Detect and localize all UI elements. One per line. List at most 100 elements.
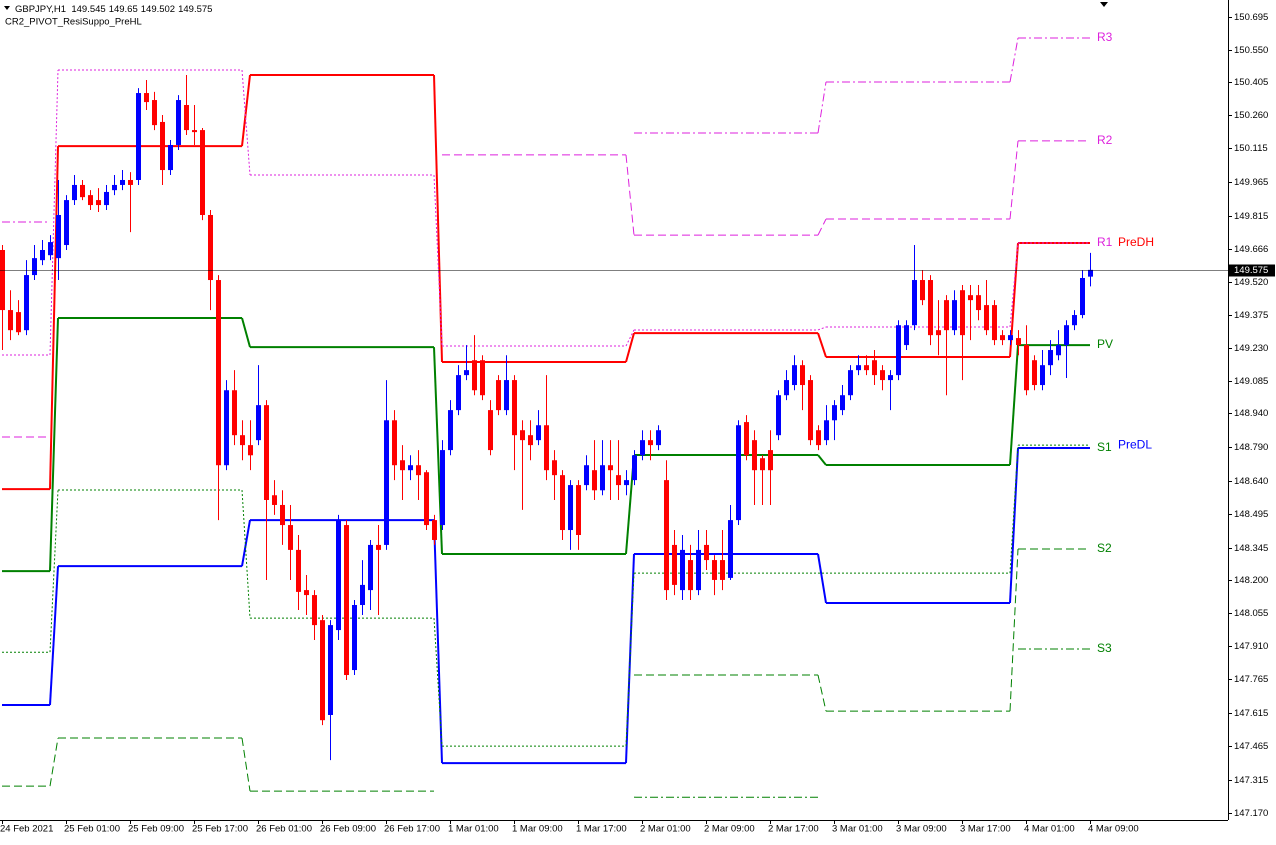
candle-body xyxy=(696,549,701,591)
candle-body xyxy=(688,560,693,591)
series-label-group: PreDL xyxy=(1118,437,1152,451)
candle-body xyxy=(8,310,13,331)
candle-body xyxy=(1040,365,1045,386)
candle-body xyxy=(912,280,917,326)
candle-body xyxy=(752,440,757,471)
candle-body xyxy=(32,258,37,276)
series-label-group: R3 xyxy=(1097,30,1113,44)
y-tick-label: 148.200 xyxy=(1234,575,1268,586)
candle-body xyxy=(1048,350,1053,366)
x-tick-label: 4 Mar 09:00 xyxy=(1088,824,1139,835)
candle-body xyxy=(24,275,29,331)
pivot-step xyxy=(1009,548,1019,712)
candle-body xyxy=(120,179,125,185)
y-tick-label: 150.260 xyxy=(1234,110,1268,121)
pivot-step xyxy=(817,553,827,604)
x-tick-label: 2 Mar 17:00 xyxy=(768,824,819,835)
series-label: R1 xyxy=(1097,235,1113,249)
candle-body xyxy=(264,405,269,500)
pivot-step xyxy=(625,573,635,747)
series-label-group: S3 xyxy=(1097,641,1112,655)
y-tick-label: 150.550 xyxy=(1234,45,1268,56)
candle-body xyxy=(464,370,469,376)
x-tick-label: 1 Mar 17:00 xyxy=(576,824,627,835)
candle-body xyxy=(408,465,413,471)
pivot-step xyxy=(433,618,443,747)
current-price-box xyxy=(1229,264,1275,277)
candle-body xyxy=(944,300,949,331)
candle-body xyxy=(984,305,989,331)
candle-body xyxy=(576,485,581,535)
y-tick-label: 149.085 xyxy=(1234,376,1268,387)
x-tick-label: 2 Mar 09:00 xyxy=(704,824,755,835)
candle-body xyxy=(416,465,421,476)
y-tick-label: 148.495 xyxy=(1234,509,1268,520)
candle-body xyxy=(136,93,141,180)
candle-body xyxy=(432,520,437,540)
pivot-step xyxy=(433,174,443,346)
last-open: 149.545 xyxy=(71,4,105,15)
x-tick-label: 25 Feb 09:00 xyxy=(128,824,184,835)
candle-body xyxy=(992,305,997,341)
candle-body xyxy=(344,525,349,676)
candle-body xyxy=(144,93,149,103)
candle-body xyxy=(280,504,285,526)
pivot-step xyxy=(625,329,635,347)
candle-body xyxy=(488,410,493,451)
candle-body xyxy=(0,249,5,311)
candle-body xyxy=(808,380,813,441)
candle-body xyxy=(552,460,557,476)
y-tick-label: 149.965 xyxy=(1234,177,1268,188)
candle-body xyxy=(864,365,869,371)
x-tick-label: 26 Feb 01:00 xyxy=(256,824,312,835)
candle-body xyxy=(296,549,301,592)
candle-body xyxy=(456,375,461,411)
candle-body xyxy=(536,425,541,441)
candle-body xyxy=(776,395,781,436)
candle-body xyxy=(640,440,645,456)
candle-body xyxy=(504,380,509,411)
series-label-group: S2 xyxy=(1097,541,1112,555)
pivot-step xyxy=(49,146,59,490)
candle-body xyxy=(632,455,637,481)
y-tick-label: 148.345 xyxy=(1234,543,1268,554)
candle-body xyxy=(824,420,829,441)
pivot-step xyxy=(1009,37,1019,83)
x-tick-label: 1 Mar 09:00 xyxy=(512,824,563,835)
candle-body xyxy=(704,544,709,561)
candle-body xyxy=(800,365,805,386)
candle-body xyxy=(1032,360,1037,386)
candle-body xyxy=(184,105,189,131)
candle-body xyxy=(816,430,821,446)
candle-body xyxy=(392,420,397,466)
candle-body xyxy=(160,121,165,171)
current-price-label: 149.575 xyxy=(1234,265,1268,276)
candle-body xyxy=(272,495,277,505)
pivot-step xyxy=(241,317,251,348)
candle-body xyxy=(952,300,957,331)
candle-body xyxy=(424,472,429,526)
candle-body xyxy=(784,380,789,396)
pivot-step xyxy=(817,332,827,358)
y-tick-label: 148.640 xyxy=(1234,476,1268,487)
candle-body xyxy=(712,560,717,580)
pivot-step xyxy=(817,674,827,712)
candle-body xyxy=(1088,269,1093,277)
indicator-name: CR2_PIVOT_ResiSuppo_PreHL xyxy=(5,17,142,28)
y-tick-label: 147.615 xyxy=(1234,708,1268,719)
candle-body xyxy=(376,544,381,550)
candle-body xyxy=(880,370,885,381)
candle-body xyxy=(768,450,773,471)
y-tick-label: 150.695 xyxy=(1234,12,1268,23)
candle-body xyxy=(848,370,853,396)
candle-body xyxy=(1016,338,1021,346)
candle-body xyxy=(80,184,85,198)
candle-body xyxy=(960,290,965,336)
candle-body xyxy=(384,420,389,545)
pivot-step xyxy=(49,737,59,787)
candle-body xyxy=(256,405,261,441)
pivot-step xyxy=(625,332,635,363)
